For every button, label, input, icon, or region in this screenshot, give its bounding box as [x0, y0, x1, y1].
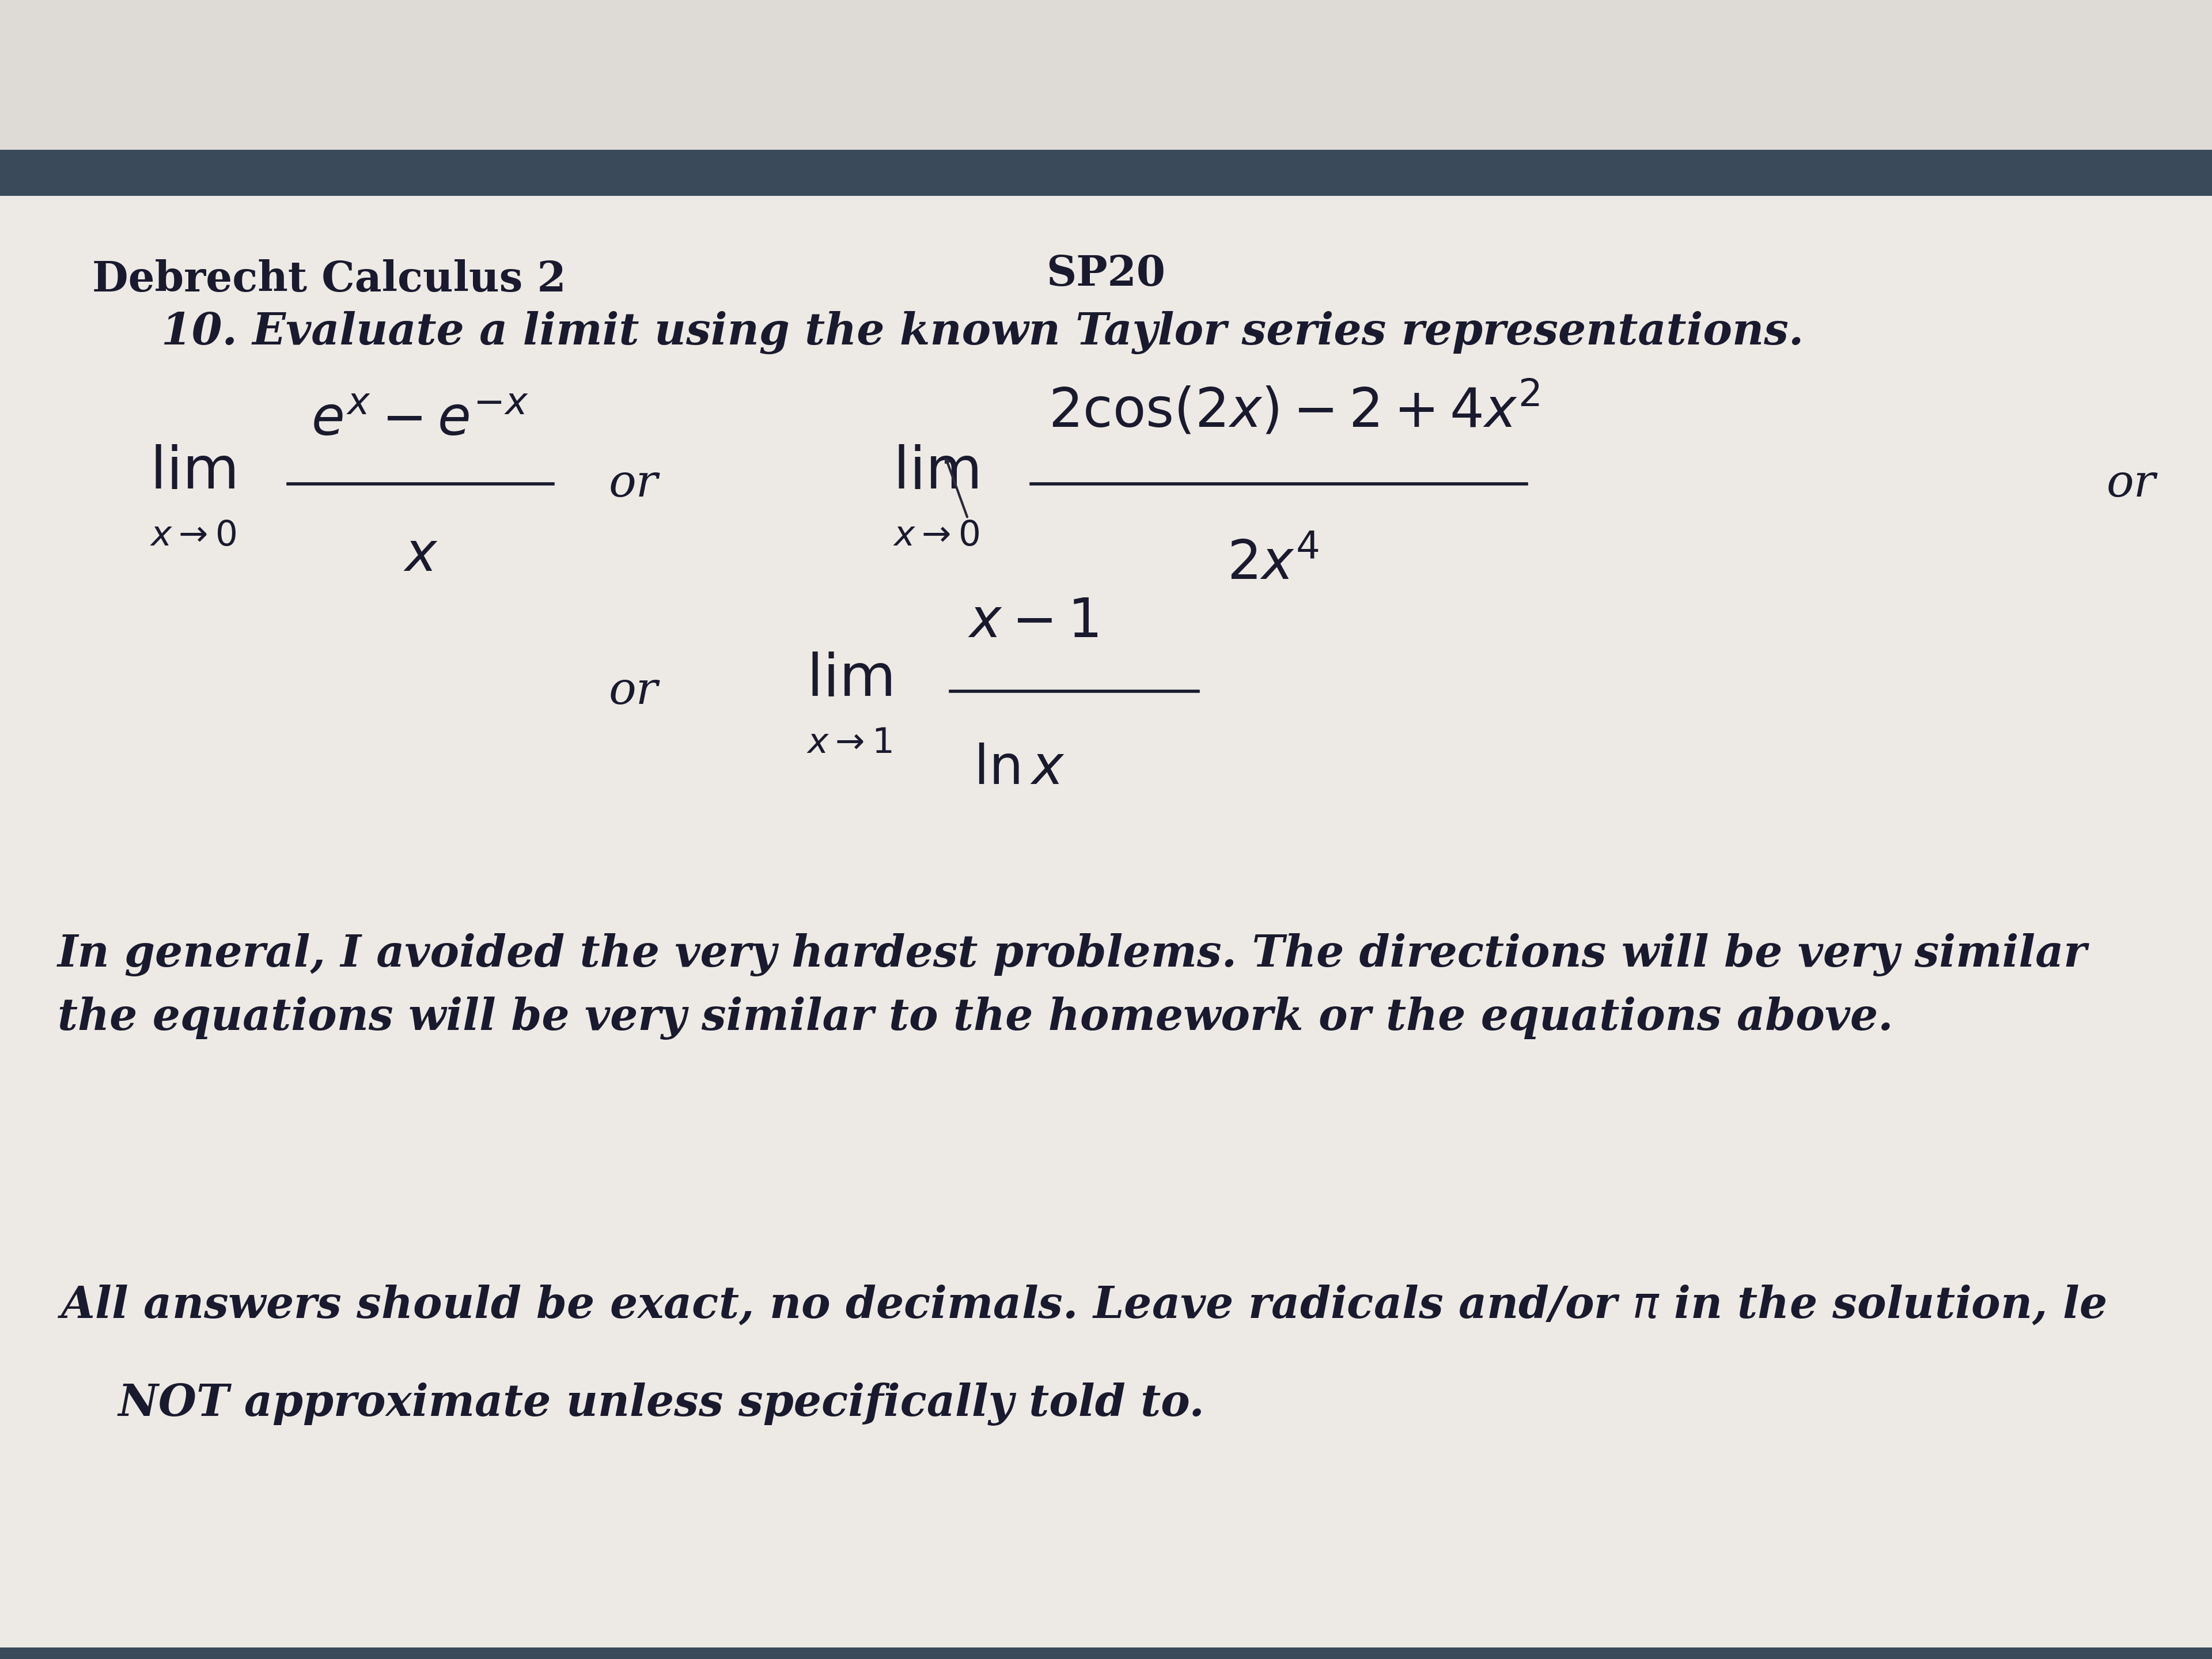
Text: NOT approximate unless specifically told to.: NOT approximate unless specifically told…	[58, 1382, 1203, 1425]
Bar	[0, 196, 2212, 1659]
Text: 10. Evaluate a limit using the known Taylor series representations.: 10. Evaluate a limit using the known Tay…	[161, 312, 1803, 355]
Text: SP20: SP20	[1046, 254, 1166, 294]
Text: or: or	[2106, 461, 2157, 506]
Text: $e^x - e^{-x}$: $e^x - e^{-x}$	[312, 395, 529, 446]
Text: $\lim$: $\lim$	[807, 652, 891, 708]
Text: $2x^4$: $2x^4$	[1228, 539, 1318, 591]
Text: or: or	[608, 461, 659, 506]
Text: All answers should be exact, no decimals. Leave radicals and/or $\pi$ in the sol: All answers should be exact, no decimals…	[58, 1284, 2106, 1327]
Text: Debrecht Calculus 2: Debrecht Calculus 2	[93, 259, 566, 300]
Text: $x\rightarrow 0$: $x\rightarrow 0$	[894, 519, 980, 552]
Text: $2\cos(2x) - 2 + 4x^2$: $2\cos(2x) - 2 + 4x^2$	[1048, 380, 1540, 438]
Text: $\lim$: $\lim$	[150, 445, 234, 501]
Bar	[0, 149, 2212, 196]
Text: In general, I avoided the very hardest problems. The directions will be very sim: In general, I avoided the very hardest p…	[58, 932, 2088, 1040]
Bar	[0, 1647, 2212, 1659]
Text: $x\rightarrow 1$: $x\rightarrow 1$	[807, 727, 891, 760]
Text: $x\rightarrow 0$: $x\rightarrow 0$	[150, 519, 237, 552]
Text: $\lim$: $\lim$	[894, 445, 978, 501]
Bar	[0, 0, 2212, 149]
Text: $x - 1$: $x - 1$	[969, 596, 1097, 649]
Text: $x$: $x$	[403, 529, 438, 582]
Text: or: or	[608, 669, 659, 713]
Text: $\ln x$: $\ln x$	[973, 743, 1066, 795]
